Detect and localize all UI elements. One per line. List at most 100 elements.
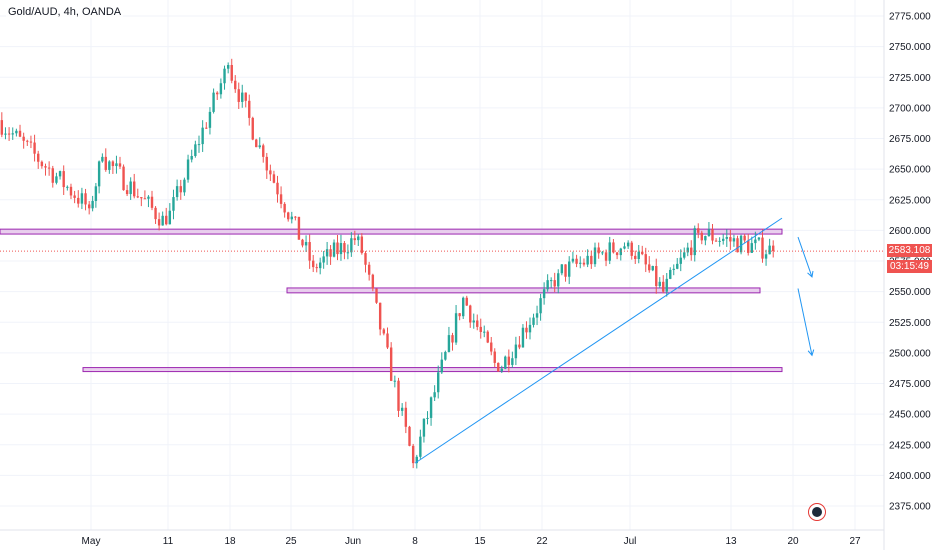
candle-body (147, 196, 150, 199)
candle-body (382, 329, 386, 334)
candle-body (707, 229, 711, 237)
candle-body (612, 242, 615, 253)
tradingview-logo-icon[interactable] (808, 503, 826, 521)
candle-body (55, 176, 58, 183)
candle-body (248, 100, 251, 118)
candle-body (322, 256, 325, 263)
candle-body (440, 359, 443, 373)
candle-body (26, 140, 29, 142)
candle-body (350, 238, 353, 253)
candle-body (329, 249, 332, 257)
candle-body (539, 298, 542, 314)
candle-body (255, 139, 258, 148)
candle-body (375, 288, 378, 303)
candle-body (315, 267, 318, 269)
time-tick-label: May (82, 536, 101, 547)
candle-body (272, 174, 276, 183)
candle-body (575, 258, 578, 264)
candle-body (542, 289, 546, 299)
price-axis[interactable]: 2775.000 2750.000 2725.000 2700.000 2675.000… (889, 12, 931, 513)
candle-body (486, 331, 489, 343)
candle-body (389, 347, 393, 381)
candle-body (557, 273, 560, 287)
candle-body (297, 216, 301, 240)
candle-body (186, 159, 190, 180)
candle-body (143, 198, 147, 200)
candle-body (18, 130, 22, 137)
candle-body (378, 302, 382, 330)
candle-body (216, 92, 219, 95)
time-tick-label: 27 (849, 536, 861, 547)
candle-body (179, 186, 182, 193)
candle-body (750, 243, 753, 253)
candle-body (190, 155, 193, 160)
candle-body (507, 356, 511, 365)
candle-body (241, 92, 244, 102)
price-tick-label: 2550.000 (889, 287, 931, 298)
candle-body (44, 166, 47, 168)
candle-body (747, 240, 750, 253)
support-zone[interactable] (286, 287, 761, 294)
price-tick-label: 2500.000 (889, 348, 931, 359)
ascending-trendline[interactable] (414, 217, 783, 464)
candle-body (343, 243, 346, 253)
candle-body (29, 141, 33, 143)
candle-body (500, 368, 503, 372)
zones-layer (0, 228, 783, 373)
time-axis[interactable]: May 11 18 25 Jun 8 15 22 Jul 13 20 27 (82, 536, 861, 547)
candle-body (560, 264, 564, 274)
candle-body (386, 333, 389, 348)
price-tick-label: 2775.000 (889, 12, 931, 23)
candle-body (768, 245, 771, 255)
candle-body (80, 193, 84, 204)
candle-body (262, 145, 265, 157)
candle-body (290, 216, 293, 220)
lower-zone[interactable] (82, 367, 783, 373)
candle-body (154, 207, 157, 220)
candle-body (87, 204, 91, 209)
resistance-zone[interactable] (0, 228, 783, 235)
candle-body (393, 380, 397, 382)
candle-body (697, 228, 700, 233)
candle-body (669, 269, 672, 279)
candle-body (357, 236, 360, 241)
candle-body (601, 252, 604, 254)
candle-body (400, 407, 404, 411)
candle-body (648, 264, 651, 271)
candle-body (84, 193, 87, 205)
forecast-arrow[interactable] (797, 288, 813, 356)
candle-body (172, 197, 175, 211)
candle-body (125, 190, 129, 195)
candle-body (714, 240, 718, 242)
candle-body (690, 247, 693, 256)
candle-body (637, 251, 640, 260)
time-tick-label: 22 (536, 536, 548, 547)
forecast-arrow[interactable] (797, 236, 813, 278)
candle-body (528, 324, 532, 333)
candle-body (447, 335, 451, 352)
candle-body (301, 239, 304, 246)
candle-body (77, 197, 80, 204)
time-tick-label: 13 (725, 536, 737, 547)
candle-body (73, 195, 76, 198)
price-tick-label: 2425.000 (889, 440, 931, 451)
time-tick-label: 11 (163, 536, 174, 547)
candle-body (736, 238, 739, 253)
forecast-arrow-head (807, 270, 814, 278)
overlays-layer (0, 217, 884, 464)
candle-body (462, 297, 465, 317)
candle-body (514, 344, 518, 359)
candle-body (549, 280, 553, 282)
candle-body (104, 156, 107, 170)
candle-body (161, 215, 164, 226)
candle-body (641, 251, 644, 255)
candle-body (672, 268, 675, 270)
candle-body (704, 236, 707, 241)
candle-body (761, 237, 764, 259)
price-tick-label: 2750.000 (889, 42, 931, 53)
candle-body (101, 156, 104, 162)
price-tick-label: 2600.000 (889, 226, 931, 237)
time-tick-label: 25 (285, 536, 297, 547)
candle-body (244, 92, 247, 101)
